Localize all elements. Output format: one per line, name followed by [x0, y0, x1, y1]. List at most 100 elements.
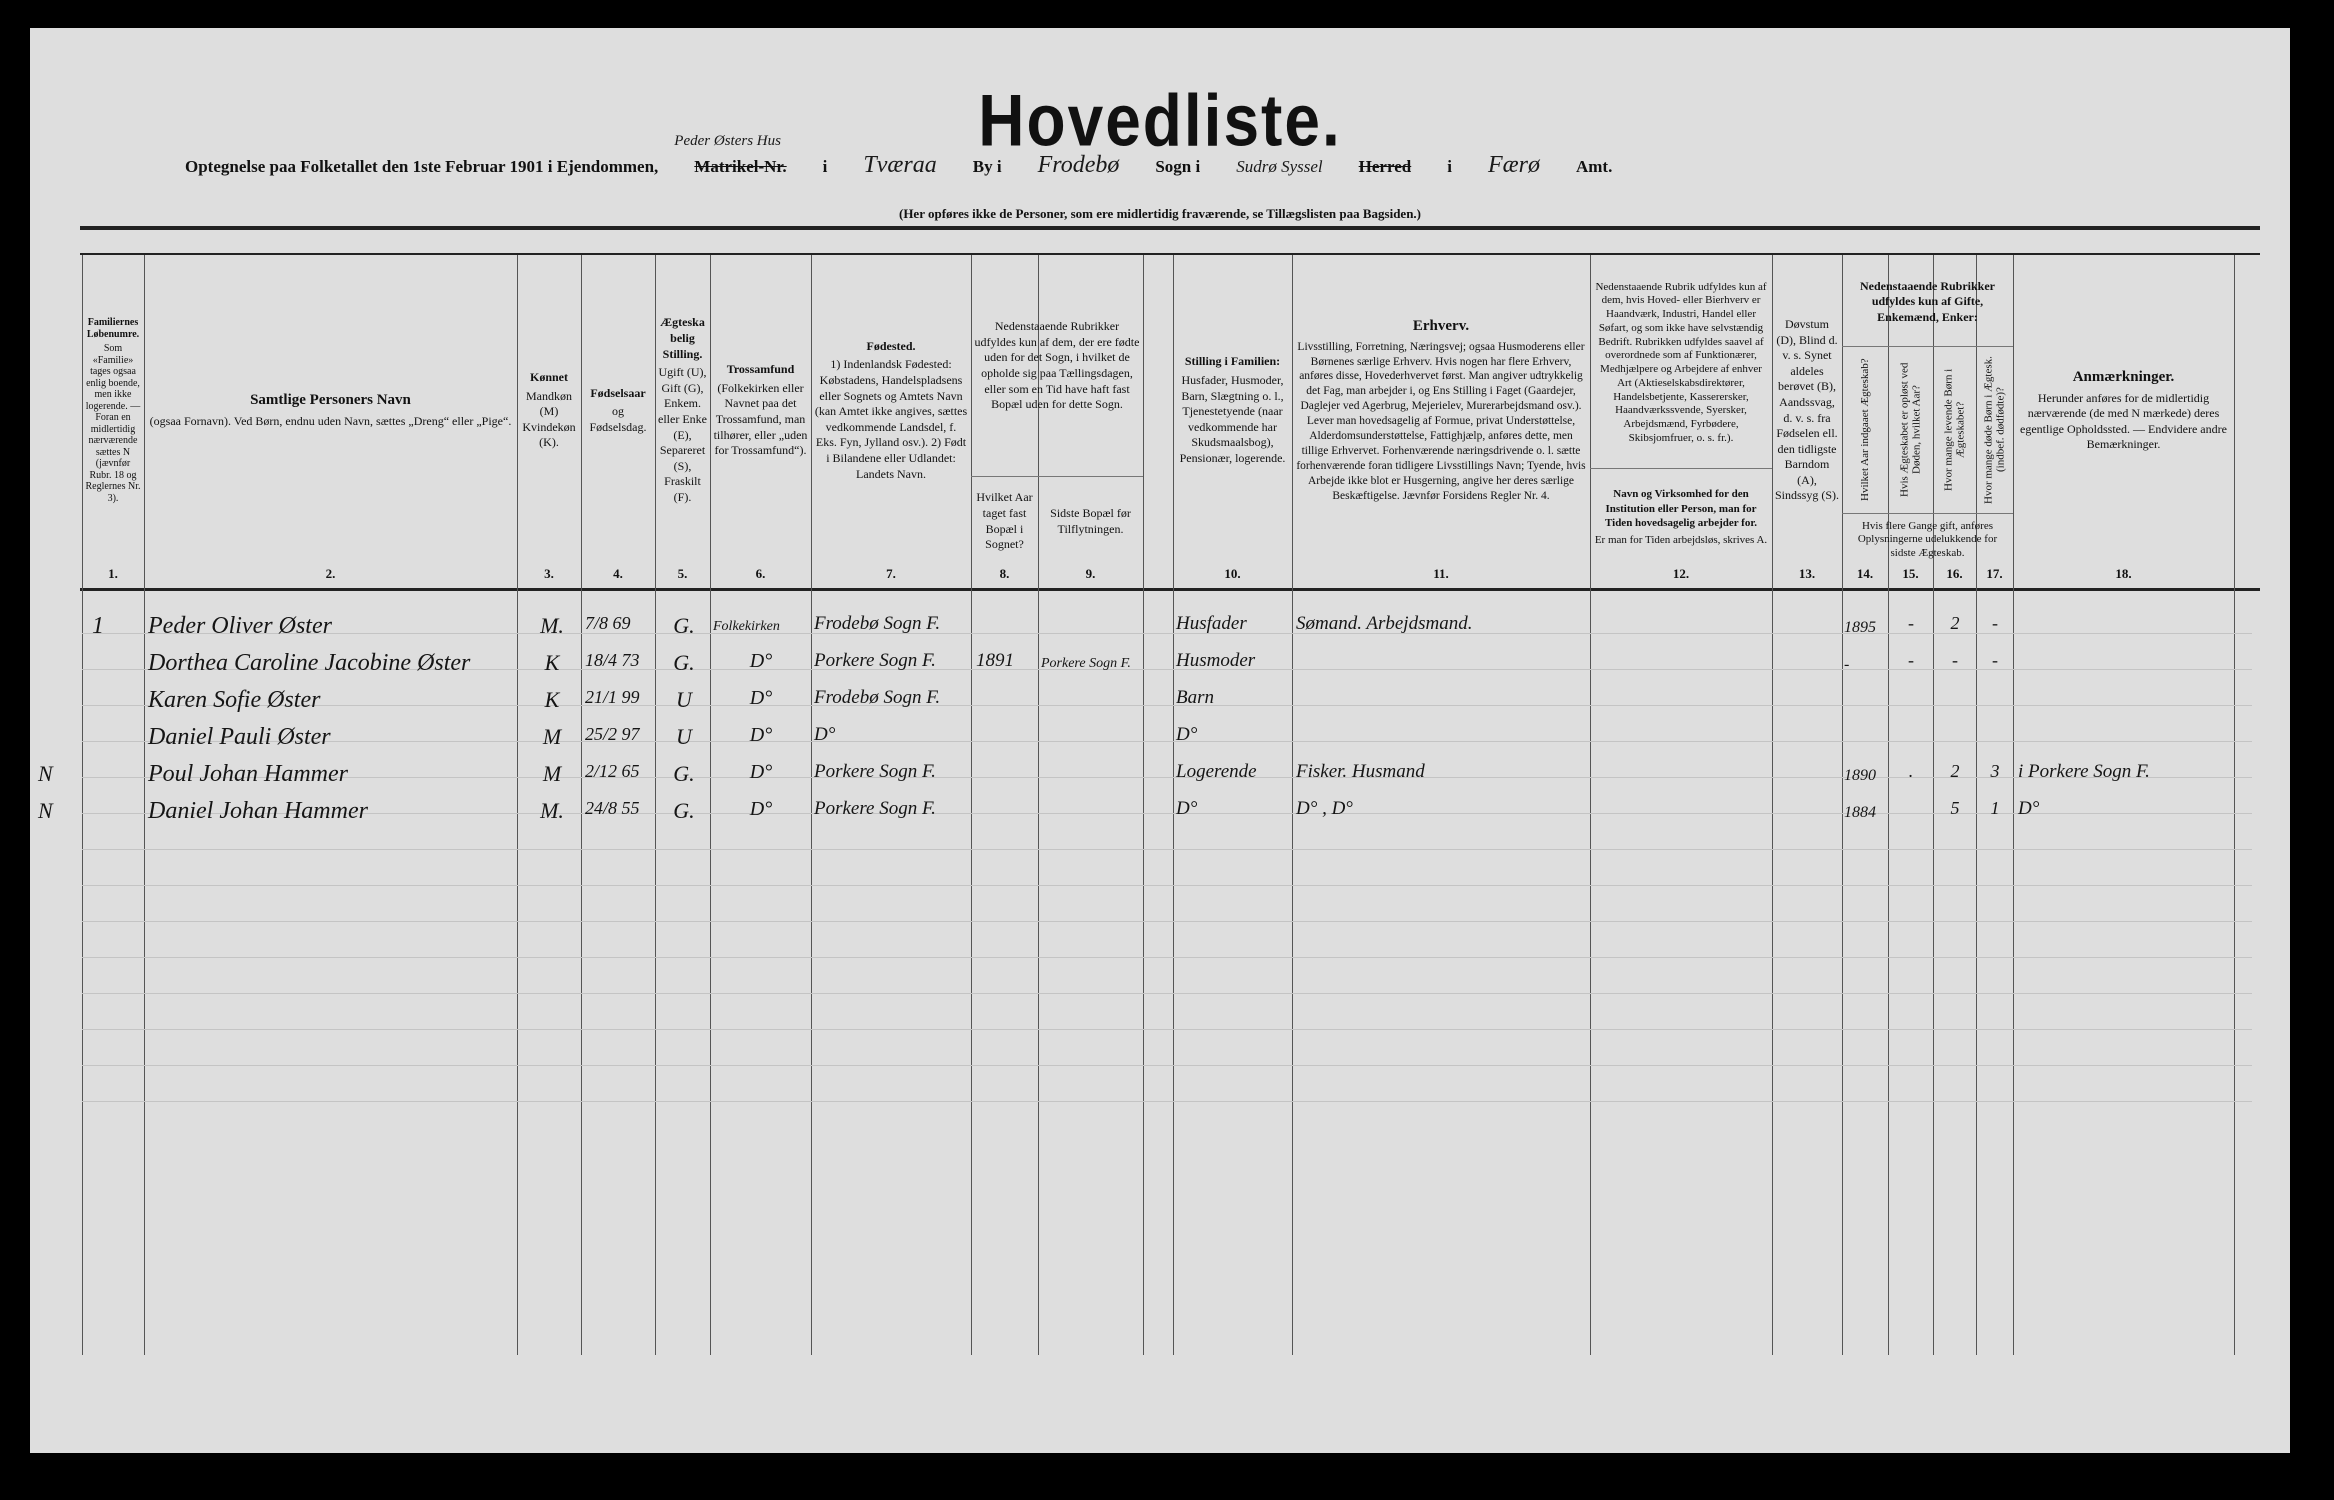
- column-number: 9.: [1085, 566, 1096, 581]
- column-description: Herunder anføres for de midlertidig nærv…: [2020, 390, 2227, 452]
- cell-role: Husmoder: [1176, 650, 1256, 671]
- cell-birthplace: Porkere Sogn F.: [814, 798, 936, 819]
- cell-role: Barn: [1176, 687, 1214, 708]
- column-number: 18.: [2115, 566, 2132, 581]
- cell-c16: 2: [1950, 613, 1960, 633]
- column-rule: [2013, 255, 2014, 1355]
- column-rule: [144, 255, 145, 1355]
- label-by: By i: [972, 157, 1002, 176]
- column-description: Døvstum (D), Blind d. v. s. Synet aldele…: [1775, 316, 1840, 503]
- column-rule: [1772, 255, 1773, 1355]
- page-title: Hovedliste.: [978, 78, 1342, 162]
- divider: [80, 226, 2260, 230]
- row-rule: [82, 993, 2252, 994]
- census-sheet: Hovedliste. Optegnelse paa Folketallet d…: [30, 28, 2290, 1453]
- column-number: 5.: [677, 566, 688, 581]
- cell-birthplace: D°: [814, 724, 836, 745]
- column-title: Kønnet: [529, 370, 568, 385]
- column-header: Døvstum (D), Blind d. v. s. Synet aldele…: [1772, 258, 1842, 563]
- cell-c15: -: [1908, 613, 1914, 633]
- column-number: 8.: [999, 566, 1010, 581]
- row-rule: [82, 921, 2252, 922]
- row-rule: [82, 885, 2252, 886]
- cell-civil: G.: [673, 650, 695, 675]
- cell-occupation: D° , D°: [1296, 798, 1353, 819]
- cell-mark: N: [38, 798, 53, 823]
- column-number: 10.: [1224, 566, 1241, 581]
- cell-c14: -: [1844, 656, 1850, 673]
- table-row: N Poul Johan Hammer M 2/12 65 G. D° Porkere So…: [30, 761, 2290, 797]
- label-herred: Herred: [1358, 157, 1412, 176]
- cell-birthplace: Porkere Sogn F.: [814, 650, 936, 671]
- label-amt: Amt.: [1575, 157, 1613, 176]
- cell-role: D°: [1176, 724, 1198, 745]
- column-header-text: Hvis Ægteskabet er opløst ved Døden, hvi…: [1898, 362, 1923, 498]
- column-title: Trossamfund: [726, 362, 795, 377]
- subheader-rule: [971, 476, 1143, 477]
- table-row: Daniel Pauli Øster M 25/2 97 U D° D° D°: [30, 724, 2290, 760]
- district-value: Sudrø Syssel: [1236, 157, 1323, 176]
- cell-born: 2/12 65: [585, 761, 640, 781]
- cell-c14: 1895: [1844, 619, 1876, 636]
- column-title: Erhverv.: [1412, 318, 1470, 335]
- column-rule: [1933, 255, 1934, 1355]
- group-header-14-17: Nedenstaaende Rubrikker udfyldes kun af …: [1859, 278, 1995, 324]
- cell-name: Karen Sofie Øster: [148, 687, 321, 713]
- table-row: 1 Peder Oliver Øster M. 7/8 69 G. Folkekirken…: [30, 613, 2290, 649]
- column-rule: [82, 255, 83, 1355]
- column-rule: [581, 255, 582, 1355]
- column-header: Fødested. 1) Indenlandsk Fødested: Købsta…: [811, 258, 971, 563]
- cell-name: Daniel Pauli Øster: [148, 724, 331, 750]
- row-rule: [82, 1065, 2252, 1066]
- column-description: Ugift (U), Gift (G), Enkem. eller Enke (…: [658, 365, 707, 504]
- cell-c17: 3: [1990, 761, 2000, 781]
- column-title: Fødested.: [866, 338, 916, 353]
- label-sogn: Sogn i: [1155, 157, 1201, 176]
- subheader-rule: [1842, 513, 2013, 514]
- column-rule: [1888, 255, 1889, 1355]
- cell-c16: -: [1952, 650, 1958, 670]
- column-header: Stilling i Familien: Husfader, Husmoder, …: [1173, 258, 1292, 563]
- cell-fam: 1: [92, 613, 104, 639]
- column-header: Fødselsaar og Fødselsdag.: [581, 258, 655, 563]
- cell-occupation: Sømand. Arbejdsmand.: [1296, 613, 1473, 634]
- cell-c17: -: [1992, 613, 1998, 633]
- cell-c16: 5: [1950, 798, 1960, 818]
- cell-birthplace: Porkere Sogn F.: [814, 761, 936, 782]
- cell-born: 7/8 69: [585, 613, 631, 633]
- column-title: Fødselsaar: [590, 385, 646, 400]
- column-rule: [1842, 255, 1843, 1355]
- table-row: Karen Sofie Øster K 21/1 99 U D° Frodebø Sogn…: [30, 687, 2290, 723]
- row-rule: [82, 741, 2252, 742]
- cell-sex: M: [542, 761, 562, 786]
- column-description: Hvilket Aar taget fast Bopæl i Sognet?: [976, 490, 1033, 552]
- cell-born: 24/8 55: [585, 798, 640, 818]
- cell-c14: 1884: [1844, 804, 1876, 821]
- group-header-12: Nedenstaaende Rubrik udfyldes kun af dem…: [1595, 280, 1767, 444]
- table-row: N Daniel Johan Hammer M. 24/8 55 G. D° Porkere…: [30, 798, 2290, 834]
- column-description: 1) Indenlandsk Fødested: Købstadens, Han…: [814, 357, 968, 481]
- cell-born: 25/2 97: [585, 724, 640, 744]
- label-i: i: [822, 157, 828, 176]
- column-description: Som «Familie» tages ogsaa enlig boende, …: [85, 343, 141, 504]
- column-title: Samtlige Personers Navn: [250, 392, 411, 409]
- cell-role: Logerende: [1176, 761, 1257, 782]
- column-description: Husfader, Husmoder, Barn, Slægtning o. l…: [1179, 373, 1286, 465]
- group-header-8-9: Nedenstaaende Rubrikker udfyldes kun af …: [974, 319, 1140, 412]
- row-rule: [82, 669, 2252, 670]
- column-title: Anmærkninger.: [2072, 369, 2175, 386]
- column-rule: [1038, 255, 1039, 1355]
- column-number: 3.: [544, 566, 554, 581]
- location-line: Optegnelse paa Folketallet den 1ste Febr…: [185, 133, 1613, 179]
- column-header: Samtlige Personers Navn (ogsaa Fornavn). …: [144, 258, 517, 563]
- cell-faith: D°: [749, 687, 773, 709]
- column-header: Sidste Bopæl før Tilflytningen.: [1038, 480, 1143, 563]
- row-rule: [82, 705, 2252, 706]
- struck-label: Matrikel-Nr.: [694, 157, 787, 176]
- column-title: Stilling i Familien:: [1184, 354, 1281, 369]
- column-rule: [1292, 255, 1293, 1355]
- county-value: Færø: [1487, 152, 1540, 178]
- cell-civil: U: [676, 687, 692, 712]
- divider: [80, 253, 2260, 255]
- cell-sex: K: [544, 650, 560, 675]
